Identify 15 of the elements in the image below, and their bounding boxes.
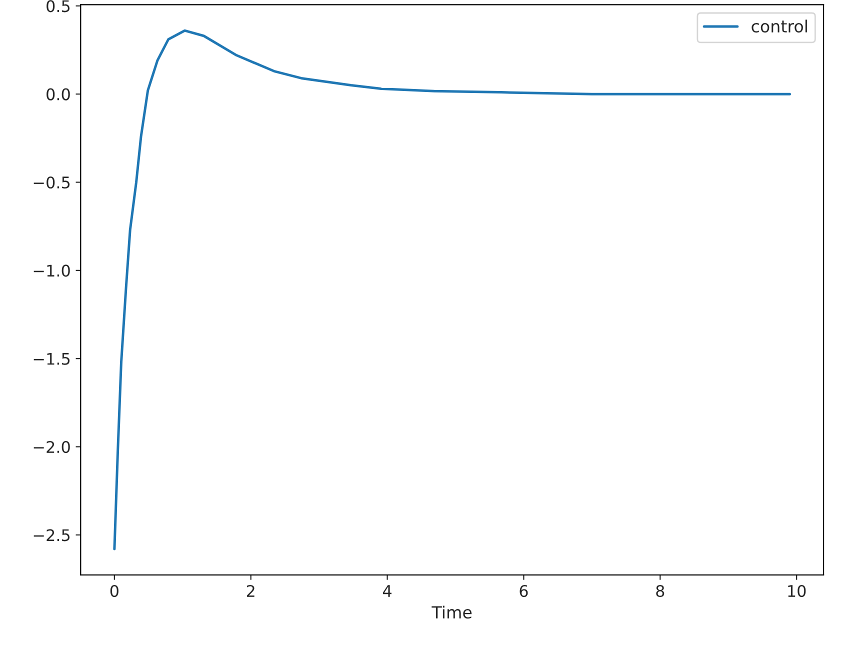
y-tick-label: −1.0 [34,264,70,277]
y-tick-label: −2.0 [34,440,70,454]
legend-label: control [752,20,807,33]
y-tick-label: −0.5 [34,176,70,189]
y-tick-label: 0.5 [46,0,70,12]
y-tick-label: −1.5 [34,353,70,365]
x-tick-label: 10 [788,584,806,598]
x-tick-label: 2 [246,584,254,597]
y-tick-label: −2.5 [34,529,70,542]
x-tick-label: 0 [110,584,118,598]
x-tick-label: 6 [520,584,528,598]
x-tick-label: 8 [656,584,664,598]
x-axis-title: Time [432,606,472,619]
x-tick-label: 4 [382,585,392,597]
y-tick-label: 0.0 [46,88,70,100]
